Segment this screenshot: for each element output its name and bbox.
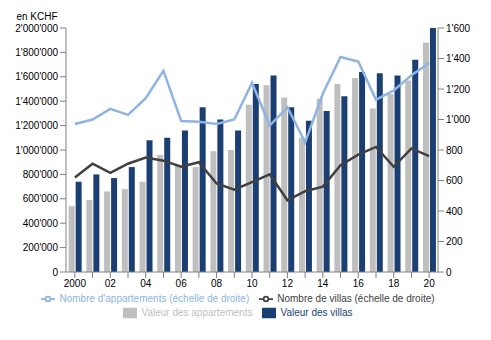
svg-text:800: 800	[446, 145, 463, 156]
svg-text:1'600'000: 1'600'000	[15, 71, 58, 82]
html-text:Nombre de villas (échelle de d: Nombre de villas (échelle de droite)	[277, 292, 435, 304]
svg-text:0: 0	[52, 267, 58, 278]
html-text:Valeur des appartements: Valeur des appartements	[141, 306, 253, 318]
svg-text:20: 20	[424, 278, 436, 289]
svg-text:02: 02	[105, 278, 117, 289]
svg-text:200: 200	[446, 236, 463, 247]
svg-text:1'400'000: 1'400'000	[15, 96, 58, 107]
svg-text:1'400: 1'400	[446, 53, 471, 64]
svg-text:10: 10	[246, 278, 258, 289]
svg-text:400'000: 400'000	[23, 218, 59, 229]
svg-text:2000: 2000	[64, 278, 87, 289]
svg-text:12: 12	[282, 278, 294, 289]
svg-text:08: 08	[211, 278, 223, 289]
svg-text:800'000: 800'000	[23, 169, 59, 180]
svg-text:en KCHF: en KCHF	[16, 11, 57, 22]
svg-text:1'000'000: 1'000'000	[15, 145, 58, 156]
svg-text:04: 04	[140, 278, 152, 289]
svg-text:600'000: 600'000	[23, 193, 59, 204]
svg-text:1'800'000: 1'800'000	[15, 47, 58, 58]
svg-text:1'600: 1'600	[446, 23, 471, 34]
html-text:Valeur des villas: Valeur des villas	[280, 306, 353, 318]
svg-text:18: 18	[388, 278, 400, 289]
svg-text:0: 0	[446, 267, 452, 278]
svg-text:200'000: 200'000	[23, 242, 59, 253]
svg-text:1'000: 1'000	[446, 114, 471, 125]
svg-text:2'000'000: 2'000'000	[15, 23, 58, 34]
svg-text:400: 400	[446, 206, 463, 217]
svg-text:16: 16	[353, 278, 365, 289]
svg-text:14: 14	[317, 278, 329, 289]
svg-text:1'200'000: 1'200'000	[15, 120, 58, 131]
svg-text:600: 600	[446, 175, 463, 186]
svg-text:06: 06	[176, 278, 188, 289]
svg-text:1'200: 1'200	[446, 84, 471, 95]
html-text:Nombre d'appartements (échelle: Nombre d'appartements (échelle de droite…	[59, 292, 250, 304]
